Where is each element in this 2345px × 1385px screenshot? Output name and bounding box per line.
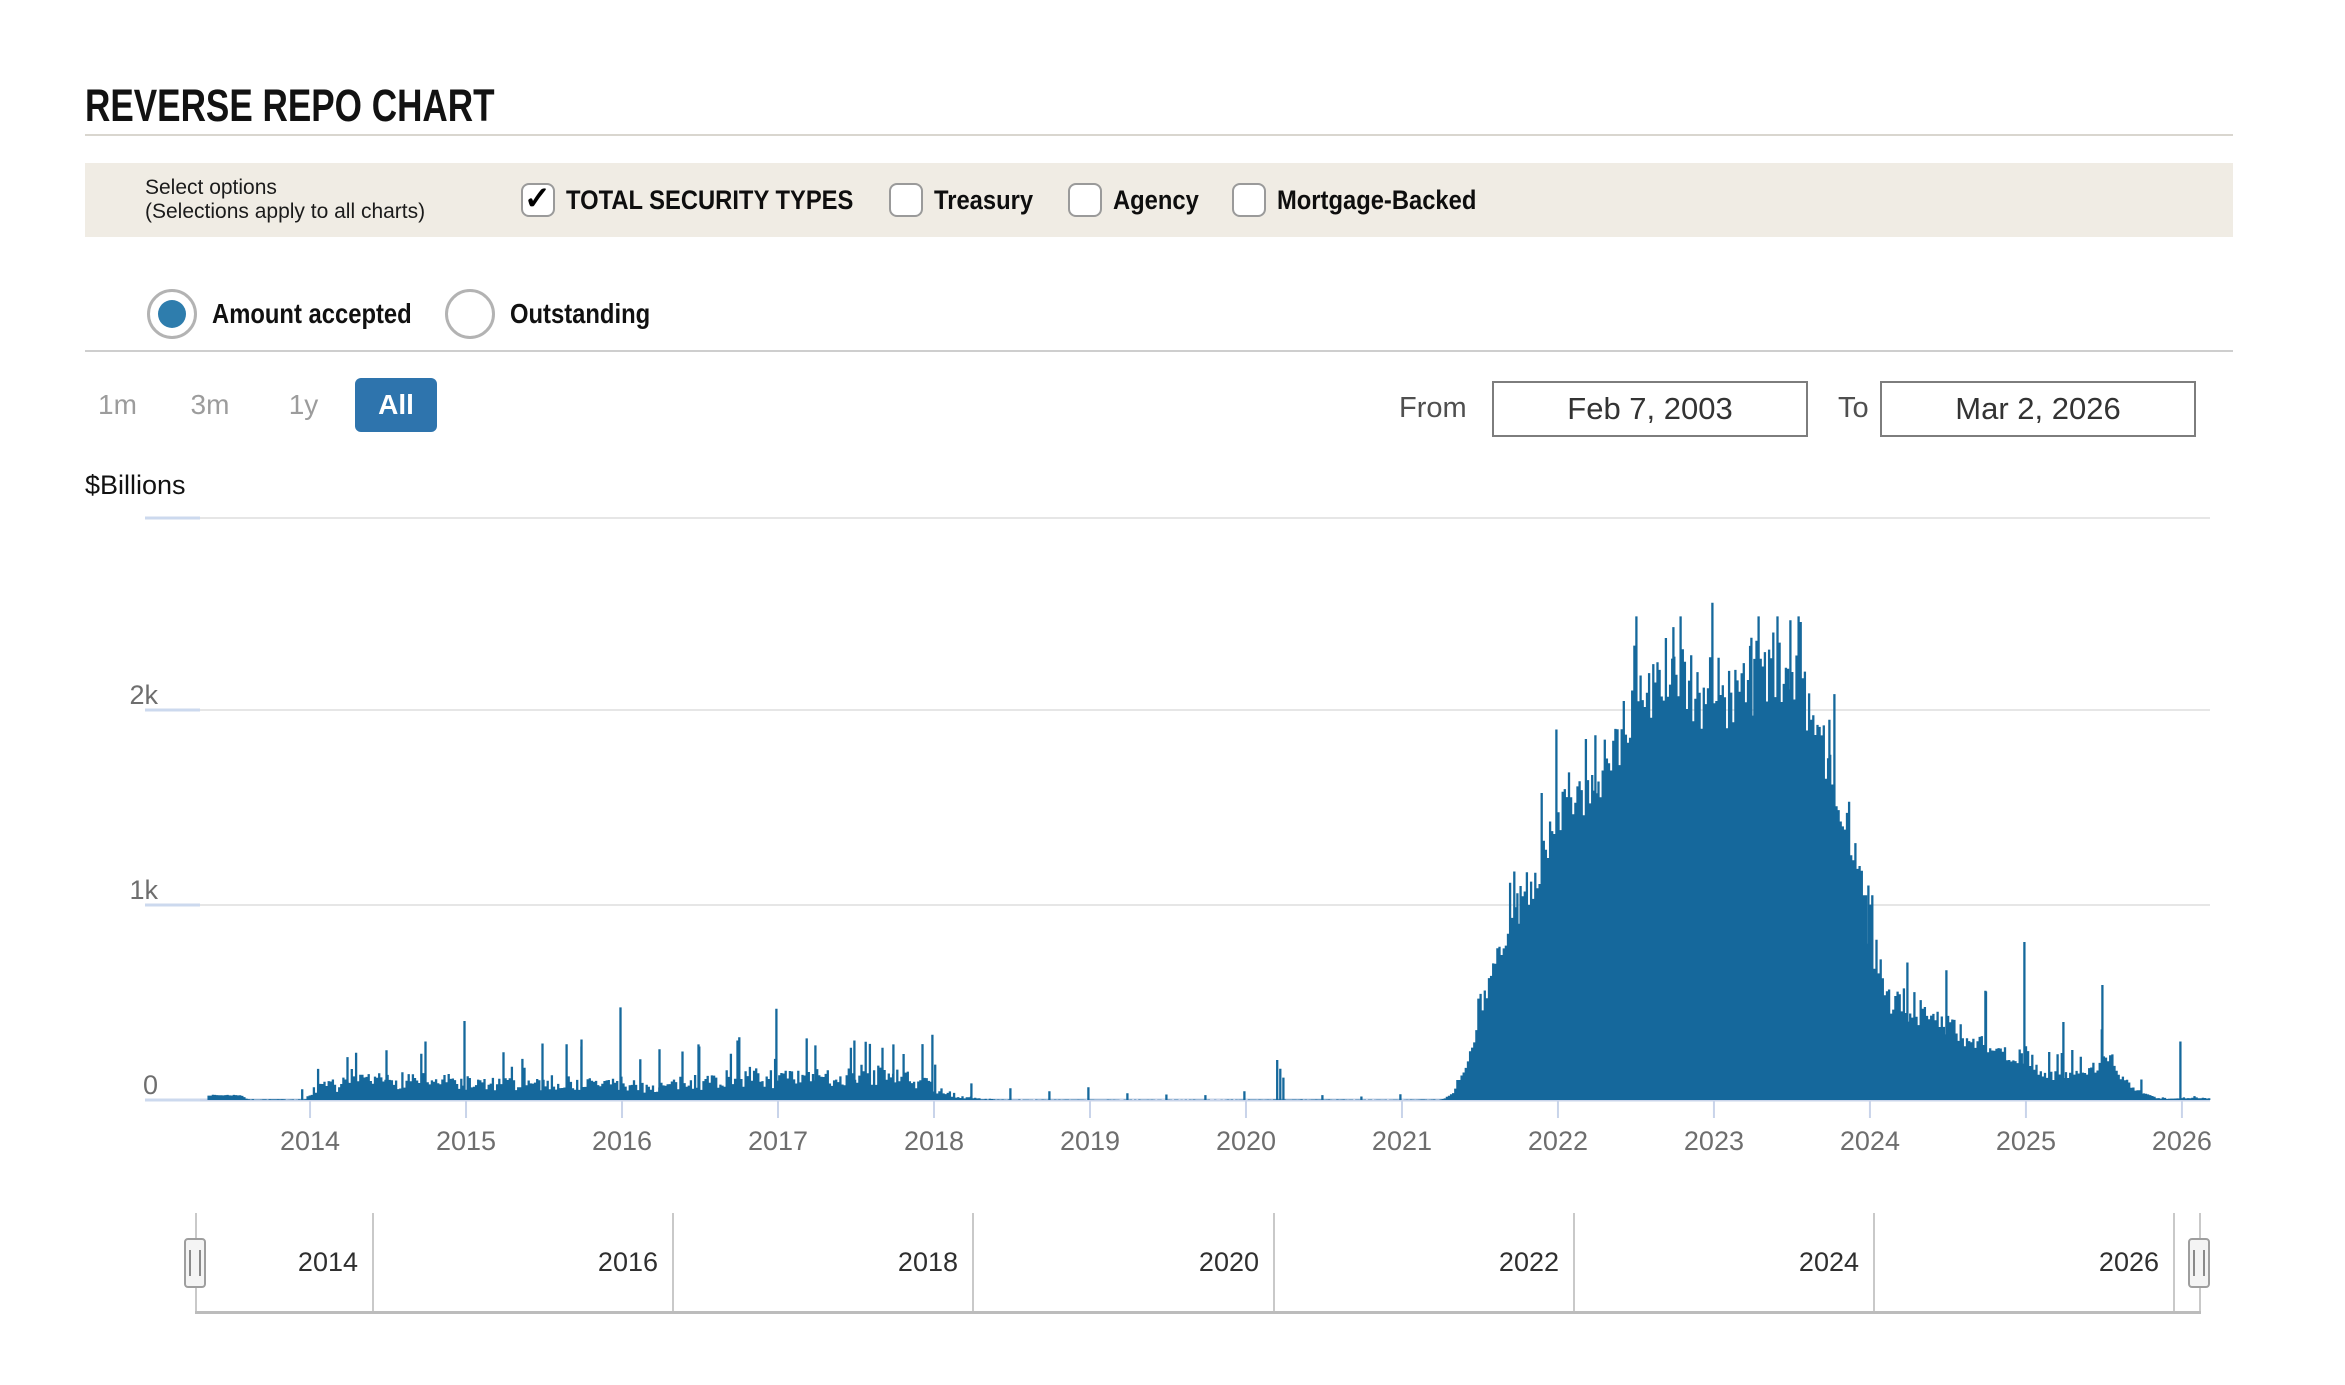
navigator-bottom-border (195, 1311, 2201, 1314)
radio-label: Outstanding (510, 298, 651, 329)
navigator-year-divider (972, 1213, 974, 1313)
checkbox-label: Mortgage-Backed (1277, 184, 1477, 215)
page-title: REVERSE REPO CHART (85, 80, 495, 131)
x-axis-year-label: 2022 (1528, 1126, 1588, 1156)
grip-icon (2193, 1250, 2205, 1276)
y-axis-label: 1k (129, 875, 158, 905)
range-button-1y[interactable]: 1y (288, 389, 319, 420)
radio-amount-accepted[interactable]: Amount accepted (147, 289, 447, 339)
navigator-year-divider (372, 1213, 374, 1313)
x-axis-year-label: 2018 (904, 1126, 964, 1156)
y-axis-label: 2k (129, 680, 158, 710)
x-axis-year-label: 2025 (1996, 1126, 2056, 1156)
x-axis-year-label: 2014 (280, 1126, 340, 1156)
to-label: To (1838, 392, 1869, 424)
navigator-year-divider (672, 1213, 674, 1313)
from-date-value: Feb 7, 2003 (1567, 391, 1733, 426)
from-date-input[interactable]: Feb 7, 2003 (1492, 381, 1808, 437)
x-axis-year-label: 2021 (1372, 1126, 1432, 1156)
radio-circle[interactable] (445, 289, 495, 339)
grip-icon (189, 1250, 201, 1276)
navigator-year-divider (1573, 1213, 1575, 1313)
to-date-input[interactable]: Mar 2, 2026 (1880, 381, 2196, 437)
radio-dot (158, 300, 186, 328)
navigator-handle-right[interactable] (2188, 1238, 2210, 1288)
y-axis-label: 0 (143, 1070, 158, 1100)
from-label: From (1399, 392, 1467, 424)
range-button-all[interactable]: All (355, 378, 437, 432)
select-options-line1: Select options (145, 176, 277, 199)
checkbox-box[interactable]: ✓ (889, 183, 923, 217)
select-options-line2: (Selections apply to all charts) (145, 200, 426, 223)
amount-accepted-bars[interactable] (207, 602, 2211, 1100)
x-axis-year-label: 2016 (592, 1126, 652, 1156)
navigator-year-label: 2016 (597, 1247, 658, 1277)
navigator-year-divider (1873, 1213, 1875, 1313)
checkbox-box[interactable]: ✓ (1068, 183, 1102, 217)
to-date-value: Mar 2, 2026 (1955, 391, 2121, 426)
navigator-year-label: 2018 (897, 1247, 958, 1277)
title-divider (85, 134, 2233, 136)
checkbox-label: Treasury (934, 184, 1034, 215)
x-axis-year-label: 2023 (1684, 1126, 1744, 1156)
select-options-label: Select options (Selections apply to all … (145, 176, 425, 224)
navigator-year-label: 2024 (1798, 1247, 1859, 1277)
navigator-year-label: 2020 (1198, 1247, 1259, 1277)
x-axis-year-label: 2020 (1216, 1126, 1276, 1156)
checkbox-label: Agency (1113, 184, 1199, 215)
checkmark-icon: ✓ (524, 180, 551, 216)
checkbox-treasury[interactable]: ✓ Treasury (889, 183, 1047, 217)
checkbox-box[interactable]: ✓ (1232, 183, 1266, 217)
options-bar: Select options (Selections apply to all … (85, 163, 2233, 237)
x-axis-year-label: 2026 (2152, 1126, 2212, 1156)
y-axis-unit-label: $Billions (85, 470, 186, 500)
range-button-3m[interactable]: 3m (190, 389, 230, 420)
radio-outstanding[interactable]: Outstanding (445, 289, 675, 339)
checkbox-total-security-types[interactable]: ✓ TOTAL SECURITY TYPES (521, 180, 893, 217)
radio-circle[interactable] (147, 289, 197, 339)
checkbox-box[interactable]: ✓ (521, 180, 555, 217)
range-button-1m[interactable]: 1m (98, 389, 137, 420)
checkbox-agency[interactable]: ✓ Agency (1068, 183, 1211, 217)
navigator-year-divider (1273, 1213, 1275, 1313)
navigator-year-label: 2026 (2098, 1247, 2159, 1277)
navigator-handle-left[interactable] (184, 1238, 206, 1288)
navigator-year-label: 2022 (1498, 1247, 1559, 1277)
x-axis-year-label: 2017 (748, 1126, 808, 1156)
radio-row-divider (85, 350, 2233, 352)
x-axis-year-label: 2015 (436, 1126, 496, 1156)
navigator-year-label: 2014 (297, 1247, 358, 1277)
checkbox-label: TOTAL SECURITY TYPES (566, 184, 854, 215)
x-axis-year-label: 2024 (1840, 1126, 1900, 1156)
x-axis-year-label: 2019 (1060, 1126, 1120, 1156)
navigator-year-divider (2173, 1213, 2175, 1313)
checkbox-mortgage-backed[interactable]: ✓ Mortgage-Backed (1232, 183, 1504, 217)
radio-label: Amount accepted (212, 298, 412, 329)
